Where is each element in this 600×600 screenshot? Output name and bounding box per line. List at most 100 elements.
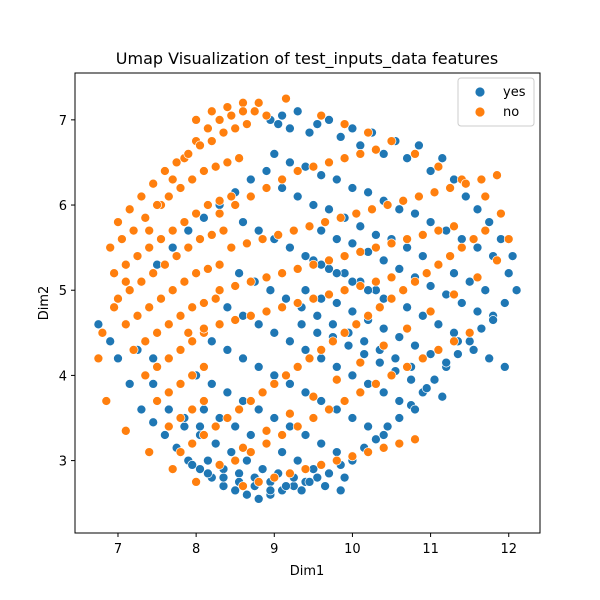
point-no bbox=[261, 425, 272, 436]
point-no bbox=[472, 272, 483, 283]
point-yes bbox=[343, 340, 354, 351]
point-no bbox=[183, 327, 194, 338]
point-no bbox=[163, 191, 174, 202]
x-tick-label: 12 bbox=[500, 542, 517, 557]
point-no bbox=[109, 268, 119, 279]
point-yes bbox=[468, 345, 479, 355]
points-layer bbox=[93, 93, 522, 504]
point-no bbox=[242, 119, 252, 129]
point-no bbox=[191, 268, 201, 279]
point-no bbox=[156, 234, 166, 244]
point-no bbox=[410, 149, 420, 159]
point-no bbox=[320, 217, 330, 227]
point-no bbox=[257, 387, 268, 398]
y-tick-label: 7 bbox=[59, 114, 67, 129]
point-yes bbox=[285, 379, 295, 389]
point-no bbox=[163, 421, 174, 432]
point-yes bbox=[210, 438, 221, 449]
point-no bbox=[339, 119, 350, 129]
point-no bbox=[120, 259, 131, 270]
point-yes bbox=[183, 225, 194, 236]
point-yes bbox=[378, 387, 389, 398]
point-no bbox=[167, 285, 178, 296]
point-yes bbox=[417, 251, 428, 261]
point-yes bbox=[300, 285, 311, 296]
point-no bbox=[152, 327, 162, 338]
point-yes bbox=[359, 336, 370, 347]
point-no bbox=[277, 430, 287, 440]
point-no bbox=[167, 174, 178, 185]
point-yes bbox=[437, 153, 448, 164]
y-axis-ticks: 3 4 5 6 7 bbox=[59, 114, 75, 470]
point-no bbox=[199, 298, 209, 308]
point-yes bbox=[308, 200, 319, 210]
point-no bbox=[163, 319, 174, 330]
point-yes bbox=[312, 310, 323, 321]
point-no bbox=[97, 327, 108, 338]
point-yes bbox=[265, 285, 276, 296]
point-yes bbox=[472, 204, 483, 215]
point-no bbox=[230, 200, 241, 210]
point-yes bbox=[355, 221, 366, 232]
point-no bbox=[394, 438, 405, 449]
point-yes bbox=[347, 370, 358, 381]
point-yes bbox=[499, 298, 510, 308]
point-no bbox=[371, 379, 381, 389]
point-yes bbox=[203, 455, 213, 466]
point-no bbox=[351, 208, 362, 219]
point-yes bbox=[300, 387, 311, 398]
point-yes bbox=[331, 234, 342, 244]
point-yes bbox=[163, 404, 174, 415]
legend-marker-yes bbox=[474, 86, 486, 98]
point-no bbox=[128, 345, 139, 355]
point-no bbox=[316, 345, 327, 355]
point-yes bbox=[316, 225, 327, 236]
point-no bbox=[355, 247, 366, 257]
point-no bbox=[187, 336, 198, 347]
point-no bbox=[269, 379, 280, 389]
point-no bbox=[339, 396, 350, 406]
point-yes bbox=[269, 370, 280, 381]
point-no bbox=[128, 225, 139, 236]
point-no bbox=[492, 255, 502, 266]
point-no bbox=[148, 268, 159, 279]
point-yes bbox=[265, 485, 276, 496]
point-yes bbox=[242, 489, 252, 500]
point-no bbox=[425, 306, 436, 317]
point-yes bbox=[312, 327, 323, 338]
point-no bbox=[120, 276, 131, 287]
point-yes bbox=[394, 332, 405, 342]
point-yes bbox=[269, 327, 280, 338]
point-no bbox=[160, 259, 170, 270]
point-no bbox=[144, 447, 155, 457]
point-no bbox=[163, 353, 174, 364]
point-yes bbox=[281, 293, 291, 304]
point-yes bbox=[324, 468, 334, 479]
point-yes bbox=[339, 472, 350, 483]
point-no bbox=[371, 242, 381, 253]
point-no bbox=[292, 264, 303, 274]
point-yes bbox=[300, 430, 311, 440]
point-yes bbox=[425, 166, 436, 176]
point-no bbox=[206, 106, 217, 117]
point-yes bbox=[320, 481, 330, 491]
point-yes bbox=[324, 204, 334, 215]
point-no bbox=[144, 302, 155, 313]
point-yes bbox=[335, 132, 346, 142]
point-no bbox=[261, 110, 272, 121]
point-no bbox=[328, 336, 338, 347]
point-no bbox=[371, 276, 381, 287]
plot-frame bbox=[74, 72, 541, 534]
point-no bbox=[253, 97, 264, 108]
point-no bbox=[171, 251, 182, 261]
point-no bbox=[433, 225, 444, 236]
point-yes bbox=[253, 404, 264, 415]
point-yes bbox=[245, 430, 256, 440]
point-no bbox=[277, 174, 287, 185]
point-yes bbox=[148, 379, 159, 389]
point-no bbox=[374, 302, 385, 313]
point-yes bbox=[374, 357, 385, 368]
point-no bbox=[105, 242, 116, 253]
point-no bbox=[355, 281, 366, 291]
point-yes bbox=[281, 481, 291, 491]
